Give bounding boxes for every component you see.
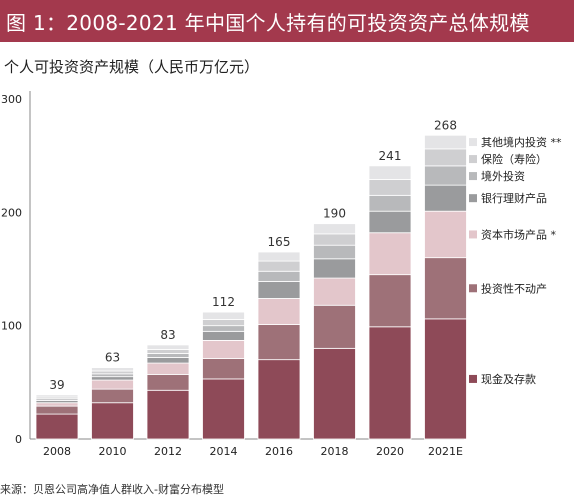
bar-total-label: 268 xyxy=(434,118,457,132)
bar-segment xyxy=(257,298,301,325)
bar-segment xyxy=(424,257,467,320)
bar-segment xyxy=(146,356,190,364)
bar-segment xyxy=(91,388,134,404)
bar-segment xyxy=(146,362,190,375)
bar-segment xyxy=(368,210,412,234)
bar-segment xyxy=(313,233,356,246)
bar-segment xyxy=(202,378,245,440)
bar-segment xyxy=(368,326,412,440)
stacked-bar-chart: 0 100 200 300 2008 2010 2012 2014 2016 2018 2020 20… xyxy=(1,91,562,458)
bar-total-label: 190 xyxy=(323,207,346,221)
legend-swatch xyxy=(469,230,477,239)
x-tick-label: 2016 xyxy=(265,445,293,458)
y-tick-label: 300 xyxy=(1,93,22,106)
legend-label: 其他境内投资 ** xyxy=(481,135,562,149)
bars-group xyxy=(35,134,467,440)
bar-segment xyxy=(257,359,301,440)
bar-segment xyxy=(35,405,79,415)
bar-segment xyxy=(91,402,134,440)
y-tick-label: 0 xyxy=(15,433,22,446)
bar-segment xyxy=(424,148,467,167)
legend-label: 保险（寿险） xyxy=(481,152,547,166)
bar-segment xyxy=(368,194,412,212)
bar-segment xyxy=(257,281,301,299)
bar-segment xyxy=(35,413,79,440)
x-tick-label: 2018 xyxy=(321,445,349,458)
bar-segment xyxy=(146,373,190,391)
bar-segment xyxy=(91,376,134,381)
bar-segment xyxy=(202,330,245,341)
bar-segment xyxy=(424,134,467,150)
bar-total-label: 83 xyxy=(160,328,175,342)
legend-swatch xyxy=(469,172,477,181)
legend-swatch xyxy=(469,138,477,147)
bar-total-label: 165 xyxy=(268,235,291,249)
legend-label: 资本市场产品 * xyxy=(481,227,556,241)
bar-segment xyxy=(91,367,134,372)
bar-segment xyxy=(257,260,301,272)
bar-segment xyxy=(368,232,412,276)
source-note: 来源：贝恩公司高净值人群收入-财富分布模型 xyxy=(0,483,224,496)
bar-segment xyxy=(313,244,356,260)
bar-segment xyxy=(368,165,412,180)
bar-total-label: 112 xyxy=(212,295,235,309)
bar-segment xyxy=(313,304,356,349)
legend-label: 银行理财产品 xyxy=(481,191,547,205)
y-tick-label: 200 xyxy=(1,206,22,219)
bar-segment xyxy=(35,394,79,398)
bar-segment xyxy=(313,223,356,235)
bar-segment xyxy=(202,319,245,327)
x-tick-label: 2010 xyxy=(99,445,127,458)
bar-segment xyxy=(91,373,134,378)
bar-segment xyxy=(257,270,301,282)
bar-segment xyxy=(202,311,245,320)
bar-segment xyxy=(202,358,245,380)
bar-total-label: 39 xyxy=(49,378,64,392)
legend-swatch xyxy=(469,155,477,164)
bar-segment xyxy=(202,339,245,359)
x-tick-label: 2014 xyxy=(210,445,238,458)
bar-segment xyxy=(146,349,190,354)
bar-segment xyxy=(368,179,412,196)
bar-segment xyxy=(202,325,245,332)
bar-segment xyxy=(424,318,467,440)
bar-segment xyxy=(424,210,467,259)
axes-group: 0 100 200 300 2008 2010 2012 2014 2016 2018 2020 20… xyxy=(1,91,464,458)
bar-segment xyxy=(424,184,467,212)
y-axis-unit-label: 个人可投资资产规模（人民币万亿元） xyxy=(4,58,260,76)
bar-segment xyxy=(91,370,134,375)
bar-total-label: 241 xyxy=(379,149,402,163)
totals-group: 39 63 83 112 165 190 241 268 xyxy=(49,118,457,392)
legend-label: 现金及存款 xyxy=(481,372,536,386)
legend-swatch xyxy=(469,194,477,203)
x-tick-label: 2020 xyxy=(376,445,404,458)
bar-segment xyxy=(35,402,79,407)
legend-label: 投资性不动产 xyxy=(481,281,547,295)
bar-segment xyxy=(257,251,301,262)
bar-segment xyxy=(368,274,412,328)
legend-swatch xyxy=(469,284,477,293)
bar-segment xyxy=(424,165,467,186)
legend-label: 境外投资 xyxy=(481,169,525,183)
bar-segment xyxy=(146,344,190,350)
legend-swatch xyxy=(469,374,477,383)
x-tick-label: 2008 xyxy=(43,445,71,458)
bar-segment xyxy=(91,379,134,390)
bar-segment xyxy=(313,277,356,306)
x-tick-label: 2012 xyxy=(154,445,182,458)
bar-segment xyxy=(313,347,356,440)
bar-segment xyxy=(146,353,190,358)
bar-segment xyxy=(257,324,301,361)
bar-total-label: 63 xyxy=(105,351,120,365)
bar-segment xyxy=(313,258,356,279)
chart-title: 图 1：2008-2021 年中国个人持有的可投资资产总体规模 xyxy=(0,0,574,42)
bar-segment xyxy=(146,389,190,440)
y-tick-label: 100 xyxy=(1,320,22,333)
x-tick-label: 2021E xyxy=(428,445,463,458)
